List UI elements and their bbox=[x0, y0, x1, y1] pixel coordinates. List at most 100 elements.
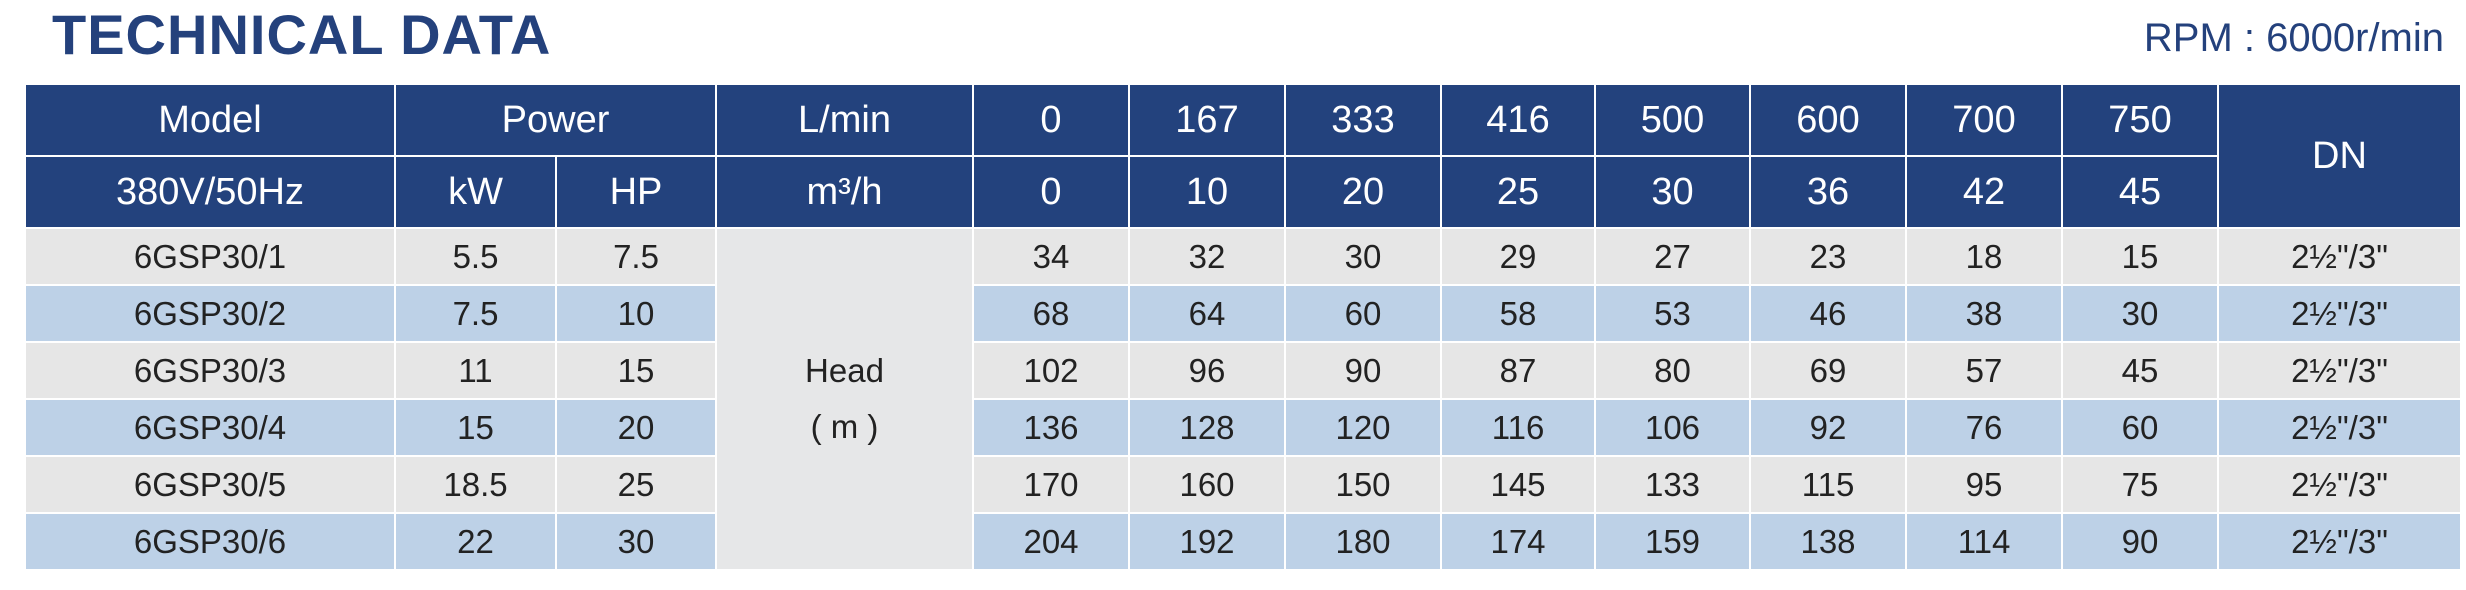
cell: 2½"/3" bbox=[2217, 284, 2462, 343]
header-row: 380V/50Hz kW HP m³/h 0 10 20 25 30 36 42 45 bbox=[24, 155, 2461, 229]
body-row: 6GSP30/1 5.5 7.5 Head( m ) 34 32 30 29 27 23 18 15 2… bbox=[24, 227, 2462, 571]
cell: 192 bbox=[1128, 512, 1286, 571]
header-cell: 0 bbox=[972, 155, 1130, 229]
cell: 90 bbox=[2061, 512, 2219, 571]
cell: 7.5 bbox=[394, 284, 557, 343]
header-cell: kW bbox=[394, 155, 557, 229]
head-label: Head bbox=[805, 352, 884, 389]
cell: 7.5 bbox=[555, 227, 717, 286]
cell: 23 bbox=[1749, 227, 1907, 286]
cell: 57 bbox=[1905, 341, 2063, 400]
cell: 25 bbox=[555, 455, 717, 514]
cell: 46 bbox=[1749, 284, 1907, 343]
header-cell: 10 bbox=[1128, 155, 1286, 229]
body-row: 6GSP30/5 18.5 25 170 160 150 145 133 115 95 75 2½"/… bbox=[24, 455, 2462, 514]
header-cell: HP bbox=[555, 155, 717, 229]
cell: 6GSP30/6 bbox=[24, 512, 396, 571]
cell: 18 bbox=[1905, 227, 2063, 286]
header-cell: 30 bbox=[1594, 155, 1751, 229]
cell: 60 bbox=[1284, 284, 1442, 343]
body-row: 6GSP30/2 7.5 10 68 64 60 58 53 46 38 30 2½"/3" bbox=[24, 284, 2462, 343]
cell: 68 bbox=[972, 284, 1130, 343]
body-row: 6GSP30/6 22 30 204 192 180 174 159 138 114 90 2½"/3… bbox=[24, 512, 2462, 571]
header-cell: 333 bbox=[1284, 83, 1442, 157]
cell: 15 bbox=[555, 341, 717, 400]
cell: 53 bbox=[1594, 284, 1751, 343]
cell: 174 bbox=[1440, 512, 1596, 571]
cell: 64 bbox=[1128, 284, 1286, 343]
cell: 2½"/3" bbox=[2217, 398, 2462, 457]
head-label: ( m ) bbox=[810, 408, 879, 445]
title: TECHNICAL DATA bbox=[52, 3, 552, 66]
header-cell: 750 bbox=[2061, 83, 2219, 157]
body-row: 6GSP30/4 15 20 136 128 120 116 106 92 76 60 2½"/3" bbox=[24, 398, 2462, 457]
cell: 20 bbox=[555, 398, 717, 457]
cell: 180 bbox=[1284, 512, 1442, 571]
cell: 6GSP30/4 bbox=[24, 398, 396, 457]
cell: 116 bbox=[1440, 398, 1596, 457]
header-cell: Model bbox=[24, 83, 396, 157]
header-cell: 20 bbox=[1284, 155, 1442, 229]
header-cell: 600 bbox=[1749, 83, 1907, 157]
header-cell: 36 bbox=[1749, 155, 1907, 229]
header-cell: 416 bbox=[1440, 83, 1596, 157]
cell: 6GSP30/3 bbox=[24, 341, 396, 400]
cell: 115 bbox=[1749, 455, 1907, 514]
cell: 69 bbox=[1749, 341, 1907, 400]
cell: 30 bbox=[1284, 227, 1442, 286]
cell: 95 bbox=[1905, 455, 2063, 514]
cell: 87 bbox=[1440, 341, 1596, 400]
cell: 120 bbox=[1284, 398, 1442, 457]
cell: 2½"/3" bbox=[2217, 512, 2462, 571]
data-table: Model Power L/min 0 167 333 416 500 600 700 750 DN 3… bbox=[24, 83, 2462, 571]
cell: 106 bbox=[1594, 398, 1751, 457]
header-cell: 45 bbox=[2061, 155, 2219, 229]
cell: 145 bbox=[1440, 455, 1596, 514]
cell: 30 bbox=[2061, 284, 2219, 343]
cell: 96 bbox=[1128, 341, 1286, 400]
cell: 102 bbox=[972, 341, 1130, 400]
header-cell: 42 bbox=[1905, 155, 2063, 229]
cell: 204 bbox=[972, 512, 1130, 571]
header-cell: L/min bbox=[715, 83, 974, 157]
rpm-label: RPM : 6000r/min bbox=[2143, 16, 2444, 60]
header-cell: 380V/50Hz bbox=[24, 155, 396, 229]
header-row: Model Power L/min 0 167 333 416 500 600 700 750 DN bbox=[24, 83, 2462, 229]
header-cell: 500 bbox=[1594, 83, 1751, 157]
cell: 11 bbox=[394, 341, 557, 400]
cell: 80 bbox=[1594, 341, 1751, 400]
cell: 170 bbox=[972, 455, 1130, 514]
cell: 2½"/3" bbox=[2217, 455, 2462, 514]
header-cell: 25 bbox=[1440, 155, 1596, 229]
cell: 114 bbox=[1905, 512, 2063, 571]
cell: 2½"/3" bbox=[2217, 341, 2462, 400]
body-row: 6GSP30/3 11 15 102 96 90 87 80 69 57 45 2½"/3" bbox=[24, 341, 2462, 400]
cell: 6GSP30/5 bbox=[24, 455, 396, 514]
header-cell: 0 bbox=[972, 83, 1130, 157]
cell: 90 bbox=[1284, 341, 1442, 400]
cell: 92 bbox=[1749, 398, 1907, 457]
cell: 75 bbox=[2061, 455, 2219, 514]
cell: 159 bbox=[1594, 512, 1751, 571]
header-cell: 167 bbox=[1128, 83, 1286, 157]
head-cell: Head ( m ) bbox=[715, 227, 974, 571]
header-cell: DN bbox=[2217, 83, 2462, 229]
cell: 32 bbox=[1128, 227, 1286, 286]
cell: 27 bbox=[1594, 227, 1751, 286]
cell: 6GSP30/1 bbox=[24, 227, 396, 286]
cell: 34 bbox=[972, 227, 1130, 286]
cell: 160 bbox=[1128, 455, 1286, 514]
cell: 30 bbox=[555, 512, 717, 571]
cell: 5.5 bbox=[394, 227, 557, 286]
cell: 6GSP30/2 bbox=[24, 284, 396, 343]
cell: 15 bbox=[394, 398, 557, 457]
cell: 136 bbox=[972, 398, 1130, 457]
header-cell: m³/h bbox=[715, 155, 974, 229]
cell: 60 bbox=[2061, 398, 2219, 457]
cell: 29 bbox=[1440, 227, 1596, 286]
header-cell: 700 bbox=[1905, 83, 2063, 157]
cell: 22 bbox=[394, 512, 557, 571]
cell: 15 bbox=[2061, 227, 2219, 286]
cell: 2½"/3" bbox=[2217, 227, 2462, 286]
